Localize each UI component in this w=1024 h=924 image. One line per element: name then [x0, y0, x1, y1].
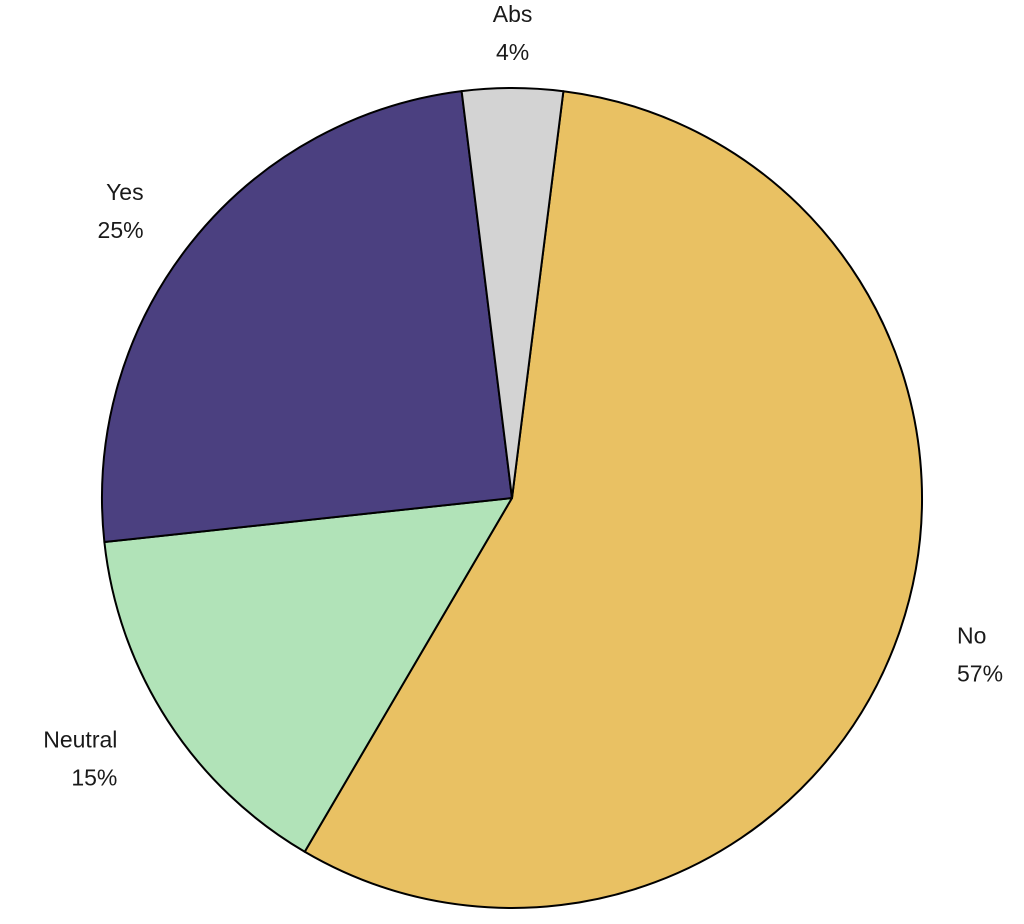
pie-slices — [101, 87, 923, 909]
slice-value-no: 57% — [957, 660, 1003, 686]
slice-value-abs: 4% — [496, 39, 529, 65]
pie-slice-no — [303, 90, 923, 909]
pie-slice-abs — [460, 87, 565, 499]
slice-labels: No 57% Neutral 15% Yes 25% Abs 4% — [43, 1, 1003, 790]
pie-slice-yes — [101, 90, 513, 544]
slice-label-no: No — [957, 622, 986, 648]
slice-label-neutral: Neutral — [43, 726, 117, 752]
slice-value-neutral: 15% — [71, 764, 117, 790]
pie-slice-neutral — [103, 497, 513, 853]
slice-value-yes: 25% — [98, 217, 144, 243]
slice-label-abs: Abs — [493, 1, 533, 27]
slice-label-yes: Yes — [106, 179, 144, 205]
